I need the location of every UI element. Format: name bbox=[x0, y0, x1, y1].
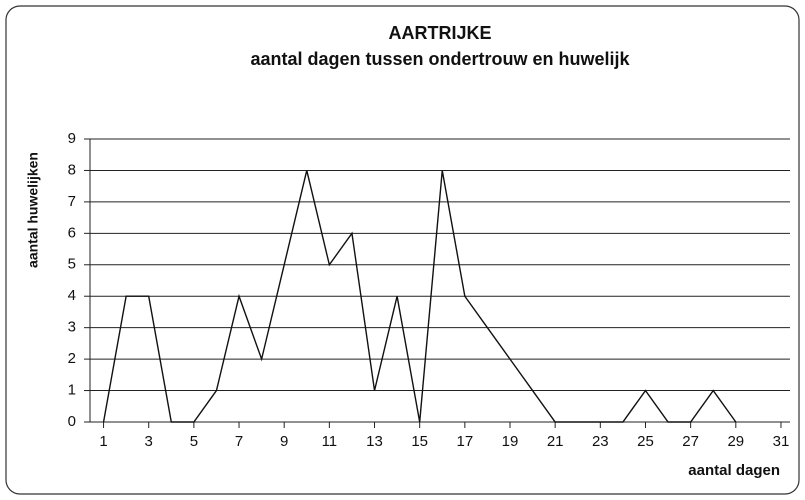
x-tick-label: 5 bbox=[190, 433, 198, 450]
y-tick-label: 2 bbox=[68, 350, 76, 367]
x-tick-label: 19 bbox=[502, 433, 519, 450]
x-tick-label: 7 bbox=[235, 433, 243, 450]
x-tick-label: 27 bbox=[682, 433, 699, 450]
x-tick-label: 9 bbox=[280, 433, 288, 450]
x-tick-label: 1 bbox=[99, 433, 107, 450]
chart-frame bbox=[5, 5, 800, 495]
y-tick-label: 9 bbox=[68, 130, 76, 147]
x-tick-label: 21 bbox=[547, 433, 564, 450]
y-tick-label: 8 bbox=[68, 161, 76, 178]
y-tick-label: 6 bbox=[68, 224, 76, 241]
x-axis-label: aantal dagen bbox=[688, 462, 780, 479]
data-line bbox=[102, 170, 737, 423]
x-tick-label: 23 bbox=[592, 433, 609, 450]
x-tick-label: 15 bbox=[411, 433, 428, 450]
chart-title: AARTRIJKE bbox=[388, 23, 491, 43]
x-tick-label: 17 bbox=[456, 433, 473, 450]
x-tick-label: 13 bbox=[366, 433, 383, 450]
x-tick-label: 25 bbox=[637, 433, 654, 450]
y-tick-label: 4 bbox=[68, 287, 76, 304]
x-tick-label: 3 bbox=[145, 433, 153, 450]
y-tick-label: 0 bbox=[68, 413, 76, 430]
y-tick-label: 7 bbox=[68, 193, 76, 210]
y-axis-label: aantal huwelijken bbox=[25, 152, 41, 268]
y-tick-label: 5 bbox=[68, 256, 76, 273]
y-tick-label: 3 bbox=[68, 319, 76, 336]
y-tick-label: 1 bbox=[68, 382, 76, 399]
x-tick-label: 11 bbox=[322, 433, 338, 450]
x-tick-label: 31 bbox=[773, 433, 790, 450]
chart-subtitle: aantal dagen tussen ondertrouw en huweli… bbox=[250, 49, 630, 69]
x-tick-label: 29 bbox=[727, 433, 744, 450]
